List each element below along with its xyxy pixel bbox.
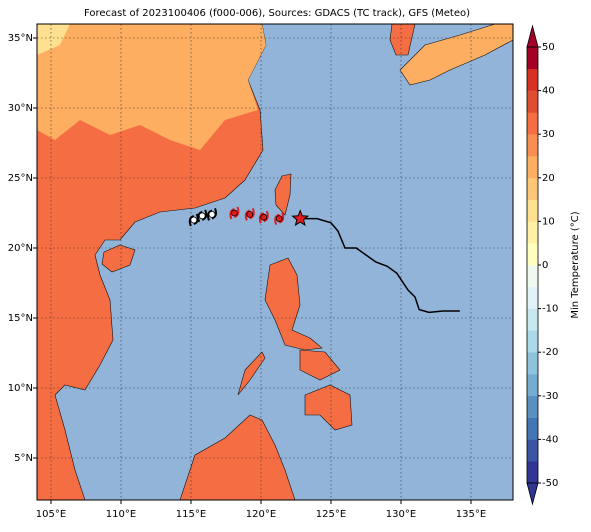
borneo bbox=[179, 414, 296, 500]
colorbar-band bbox=[527, 286, 538, 309]
cyclone-eye bbox=[198, 212, 206, 220]
x-tick-label: 115°E bbox=[176, 509, 206, 520]
colorbar-extend-min bbox=[526, 482, 539, 506]
colorbar-band bbox=[527, 221, 538, 244]
cyclone-symbol bbox=[229, 206, 240, 220]
colorbar-band bbox=[527, 243, 538, 266]
cyclone-tail bbox=[274, 212, 285, 225]
colorbar-band bbox=[527, 352, 538, 375]
y-tick-label: 15°N bbox=[8, 313, 33, 324]
cyclone-eye bbox=[275, 215, 283, 223]
y-tick-label: 25°N bbox=[8, 173, 33, 184]
cyclone-symbol bbox=[197, 209, 208, 223]
land bbox=[37, 24, 513, 500]
cyclone-symbol bbox=[244, 208, 255, 221]
cyclone-tail bbox=[258, 210, 269, 224]
cyclone-tail bbox=[207, 208, 217, 221]
colorbar-band bbox=[527, 47, 538, 70]
colorbar-tick-label: 0 bbox=[542, 260, 548, 271]
visayas bbox=[299, 349, 341, 381]
colorbar-tick-label: 20 bbox=[542, 173, 555, 184]
x-tick-label: 135°E bbox=[456, 509, 486, 520]
colorbar-tick-label: -30 bbox=[542, 391, 558, 402]
japan bbox=[399, 24, 513, 86]
x-tick-label: 120°E bbox=[246, 509, 276, 520]
map-frame bbox=[36, 23, 514, 501]
colorbar-band bbox=[527, 439, 538, 462]
cyclone-eye bbox=[208, 210, 216, 218]
korea bbox=[389, 24, 416, 56]
track-line bbox=[300, 217, 460, 314]
land-cold bbox=[37, 24, 70, 55]
cyclone-eye bbox=[246, 210, 254, 218]
colorbar-tick-label: 40 bbox=[542, 86, 555, 97]
y-tick-label: 5°N bbox=[14, 453, 33, 464]
current-position bbox=[291, 209, 310, 227]
colorbar-tick-label: -20 bbox=[542, 347, 558, 358]
colorbar-tick-label: -50 bbox=[542, 478, 558, 489]
colorbar-label: Min Temperature (°C) bbox=[570, 211, 581, 318]
colorbar: -50 -40 -30 -20 -10 0 10 20 30 40 50 bbox=[526, 24, 558, 506]
cyclone-tail bbox=[229, 206, 240, 220]
taiwan bbox=[274, 173, 292, 216]
colorbar-extend-max bbox=[526, 24, 539, 48]
cyclone-symbol bbox=[188, 213, 199, 227]
cyclone-symbol bbox=[274, 212, 285, 225]
colorbar-band bbox=[527, 374, 538, 397]
cyclone-symbol bbox=[207, 208, 217, 221]
y-tick-label: 20°N bbox=[8, 243, 33, 254]
colorbar-band bbox=[527, 461, 538, 484]
x-tick-label: 125°E bbox=[316, 509, 346, 520]
colorbar-tick-label: -10 bbox=[542, 304, 558, 315]
marks bbox=[188, 206, 460, 314]
colorbar-band bbox=[527, 134, 538, 157]
colorbar-tick-label: -40 bbox=[542, 434, 558, 445]
y-tick-label: 35°N bbox=[8, 33, 33, 44]
title: Forecast of 2023100406 (f000-006), Sourc… bbox=[84, 8, 470, 19]
mindanao bbox=[304, 384, 353, 431]
colorbar-band bbox=[527, 330, 538, 353]
grid bbox=[37, 24, 513, 500]
colorbar-tick-label: 30 bbox=[542, 129, 555, 140]
cyclone-eye bbox=[230, 209, 238, 217]
asia-mainland bbox=[37, 24, 267, 500]
cyclone-eye bbox=[260, 213, 268, 221]
colorbar-band bbox=[527, 395, 538, 418]
cyclone-tail bbox=[244, 208, 255, 221]
cyclone-eye bbox=[190, 216, 198, 224]
x-tick-label: 110°E bbox=[106, 509, 136, 520]
palawan bbox=[237, 351, 266, 396]
colorbar-tick-label: 10 bbox=[542, 216, 555, 227]
colorbar-band bbox=[527, 177, 538, 200]
colorbar-band bbox=[527, 308, 538, 331]
cyclone-symbol bbox=[258, 210, 269, 224]
x-tick-label: 130°E bbox=[386, 509, 416, 520]
hainan bbox=[101, 244, 136, 273]
colorbar-band bbox=[527, 156, 538, 179]
colorbar-tick-label: 50 bbox=[542, 42, 555, 53]
colorbar-band bbox=[527, 112, 538, 135]
y-tick-label: 10°N bbox=[8, 383, 33, 394]
colorbar-band bbox=[527, 265, 538, 288]
colorbar-band bbox=[527, 199, 538, 222]
land-cool bbox=[37, 24, 266, 150]
cyclone-tail bbox=[188, 213, 199, 227]
colorbar-band bbox=[527, 68, 538, 91]
cyclone-tail bbox=[197, 209, 208, 223]
colorbar-band bbox=[527, 90, 538, 113]
x-tick-label: 105°E bbox=[36, 509, 66, 520]
y-tick-label: 30°N bbox=[8, 103, 33, 114]
luzon bbox=[264, 257, 323, 351]
colorbar-band bbox=[527, 417, 538, 440]
